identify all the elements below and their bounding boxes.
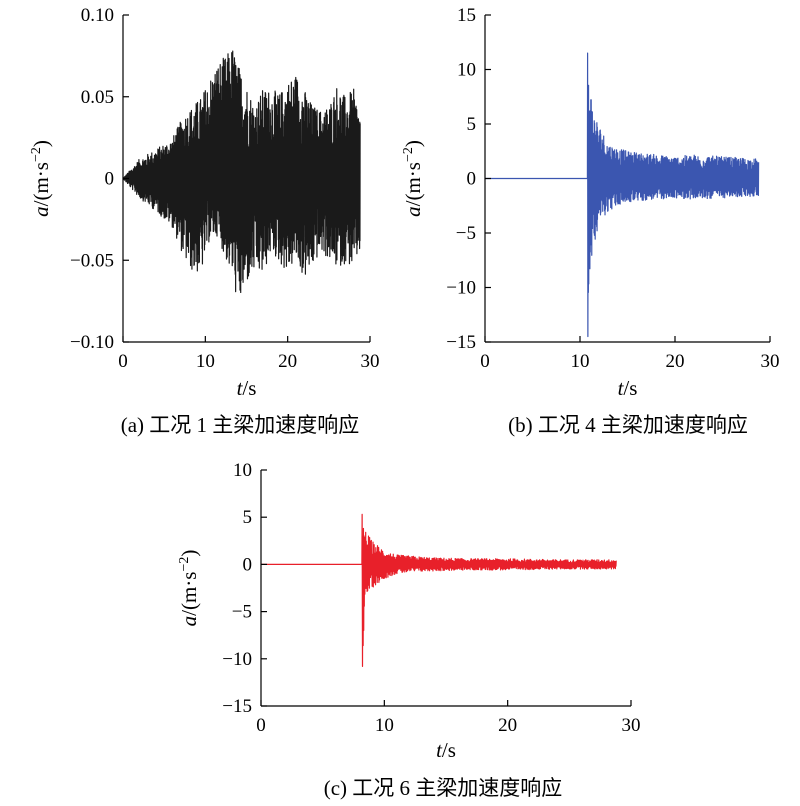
y-tick-label: 5 [467, 114, 477, 135]
x-axis-label: t/s [237, 376, 257, 400]
series-line [122, 50, 361, 294]
y-tick-label: 0 [243, 554, 253, 575]
chart-panel-2: 0 10 20 30 −15 −10 −5 0 5 10 15 t/s a/(m·s−2) (b) 工况 … [401, 5, 780, 437]
x-tick-label: 10 [196, 351, 215, 372]
y-tick-label: −5 [232, 602, 252, 623]
y-tick-label: −5 [456, 223, 476, 244]
x-tick-label: 20 [278, 351, 297, 372]
y-tick-label: −15 [222, 696, 252, 717]
x-tick-label: 30 [622, 715, 641, 736]
x-tick-label: 30 [761, 351, 780, 372]
y-tick-label: −10 [222, 649, 252, 670]
y-tick-label: −0.05 [70, 250, 114, 271]
y-tick-label: −10 [446, 278, 476, 299]
chart-panel-1: 0 10 20 30 −0.10 −0.05 0 0.05 0.10 t/s a/(m·s−2) (a… [29, 5, 380, 437]
x-tick-label: 0 [480, 351, 490, 372]
y-axis-label: a/(m·s−2) [177, 550, 201, 627]
x-tick-label: 10 [571, 351, 590, 372]
y-axis-label: a/(m·s−2) [401, 140, 425, 217]
series-line [261, 513, 617, 667]
y-tick-label: 15 [457, 5, 476, 26]
y-tick-label: 0.05 [81, 87, 114, 108]
x-axis-label: t/s [436, 738, 456, 762]
x-axis-label: t/s [618, 376, 638, 400]
panel-caption: (b) 工况 4 主梁加速度响应 [508, 413, 748, 437]
chart-panel-3: 0 10 20 30 −15 −10 −5 0 5 10 t/s a/(m·s−2) (c) 工况 6 … [177, 460, 641, 800]
y-tick-label: −15 [446, 332, 476, 353]
y-axis-label: a/(m·s−2) [29, 140, 53, 217]
y-tick-label: 0.10 [81, 5, 114, 26]
y-tick-label: 5 [243, 507, 253, 528]
x-tick-label: 10 [375, 715, 394, 736]
series-line [485, 52, 760, 338]
y-tick-label: −0.10 [70, 332, 114, 353]
x-tick-label: 20 [666, 351, 685, 372]
y-tick-label: 0 [467, 169, 477, 190]
panel-caption: (c) 工况 6 主梁加速度响应 [324, 776, 563, 800]
y-tick-label: 10 [457, 60, 476, 81]
x-tick-label: 30 [361, 351, 380, 372]
x-tick-label: 20 [498, 715, 517, 736]
x-tick-label: 0 [118, 351, 128, 372]
x-tick-label: 0 [256, 715, 266, 736]
y-tick-label: 0 [105, 169, 115, 190]
panel-caption: (a) 工况 1 主梁加速度响应 [121, 413, 360, 437]
y-tick-label: 10 [233, 460, 252, 481]
